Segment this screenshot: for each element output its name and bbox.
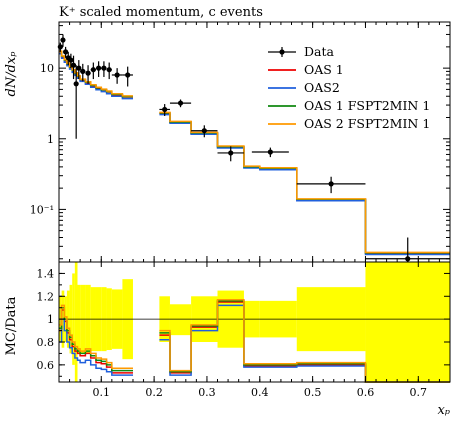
ratio-frame: [58, 261, 451, 383]
y-tick-label: 10⁻¹: [30, 203, 54, 216]
data-point: [177, 100, 184, 106]
data-point: [90, 67, 96, 73]
x-tick-label: 0.1: [93, 386, 111, 399]
ratio-y-tick-label: 1.2: [37, 290, 55, 303]
y-tick-label: 1: [47, 133, 54, 146]
ratio-y-tick-label: 0.8: [37, 336, 55, 349]
x-tick-label: 0.4: [251, 386, 269, 399]
x-tick-label: 0.3: [198, 386, 216, 399]
data-point: [68, 57, 74, 63]
data-point: [106, 67, 112, 73]
data-point: [405, 256, 411, 262]
ratio-y-axis-label: MC/Data: [4, 296, 19, 355]
y-axis-label: dN/dxₚ: [4, 52, 19, 97]
data-point: [73, 81, 79, 87]
x-axis-label: xₚ: [437, 403, 450, 418]
legend-label: OAS 2 FSPT2MIN 1: [304, 116, 430, 131]
legend-label: OAS2: [304, 80, 340, 95]
x-tick-label: 0.2: [145, 386, 163, 399]
x-tick-label: 0.7: [410, 386, 428, 399]
legend-label: OAS 1 FSPT2MIN 1: [304, 98, 430, 113]
data-point: [228, 150, 234, 156]
main-plot-panel: 10⁻¹ 1 10: [30, 21, 451, 263]
data-point: [328, 181, 334, 187]
data-point: [114, 72, 120, 78]
data-point: [80, 68, 86, 74]
ratio-band-bin: [169, 304, 192, 336]
ratio-series-line-4: [59, 298, 450, 383]
mc-series-line-4: [59, 50, 450, 254]
legend-label: Data: [304, 44, 334, 59]
chart-title: K⁺ scaled momentum, c events: [59, 5, 263, 20]
data-point: [267, 149, 273, 155]
ratio-band-bin: [74, 262, 78, 382]
mc-series-line-2: [59, 52, 450, 256]
ratio-y-tick-label: 1: [47, 313, 54, 326]
ratio-y-tick-label: 1.4: [37, 267, 55, 280]
data-point: [201, 128, 207, 134]
y-tick-label: 10: [40, 62, 54, 75]
x-tick-label: 0.5: [304, 386, 322, 399]
data-point: [125, 72, 131, 78]
x-tick-label: 0.6: [357, 386, 375, 399]
legend: Data OAS 1 OAS2 OAS 1 FSPT2MIN 1 OAS 2 FSPT2…: [268, 44, 430, 131]
ratio-band-bin: [365, 262, 450, 382]
main-frame: [58, 21, 451, 263]
ratio-plot-panel: 0.1 0.2 0.3 0.4 0.5 0.6 0.7 0.6 0.8 1 1.2 1.4: [37, 261, 451, 399]
legend-label: OAS 1: [304, 62, 344, 77]
data-point: [76, 65, 82, 71]
data-point: [162, 106, 168, 113]
data-point: [63, 49, 69, 55]
data-point: [96, 65, 102, 71]
ratio-y-tick-label: 0.6: [37, 359, 55, 372]
data-point: [85, 70, 91, 76]
data-point: [70, 62, 77, 68]
data-point: [60, 37, 66, 43]
data-point: [101, 65, 107, 71]
legend-swatch-marker: [279, 49, 285, 55]
